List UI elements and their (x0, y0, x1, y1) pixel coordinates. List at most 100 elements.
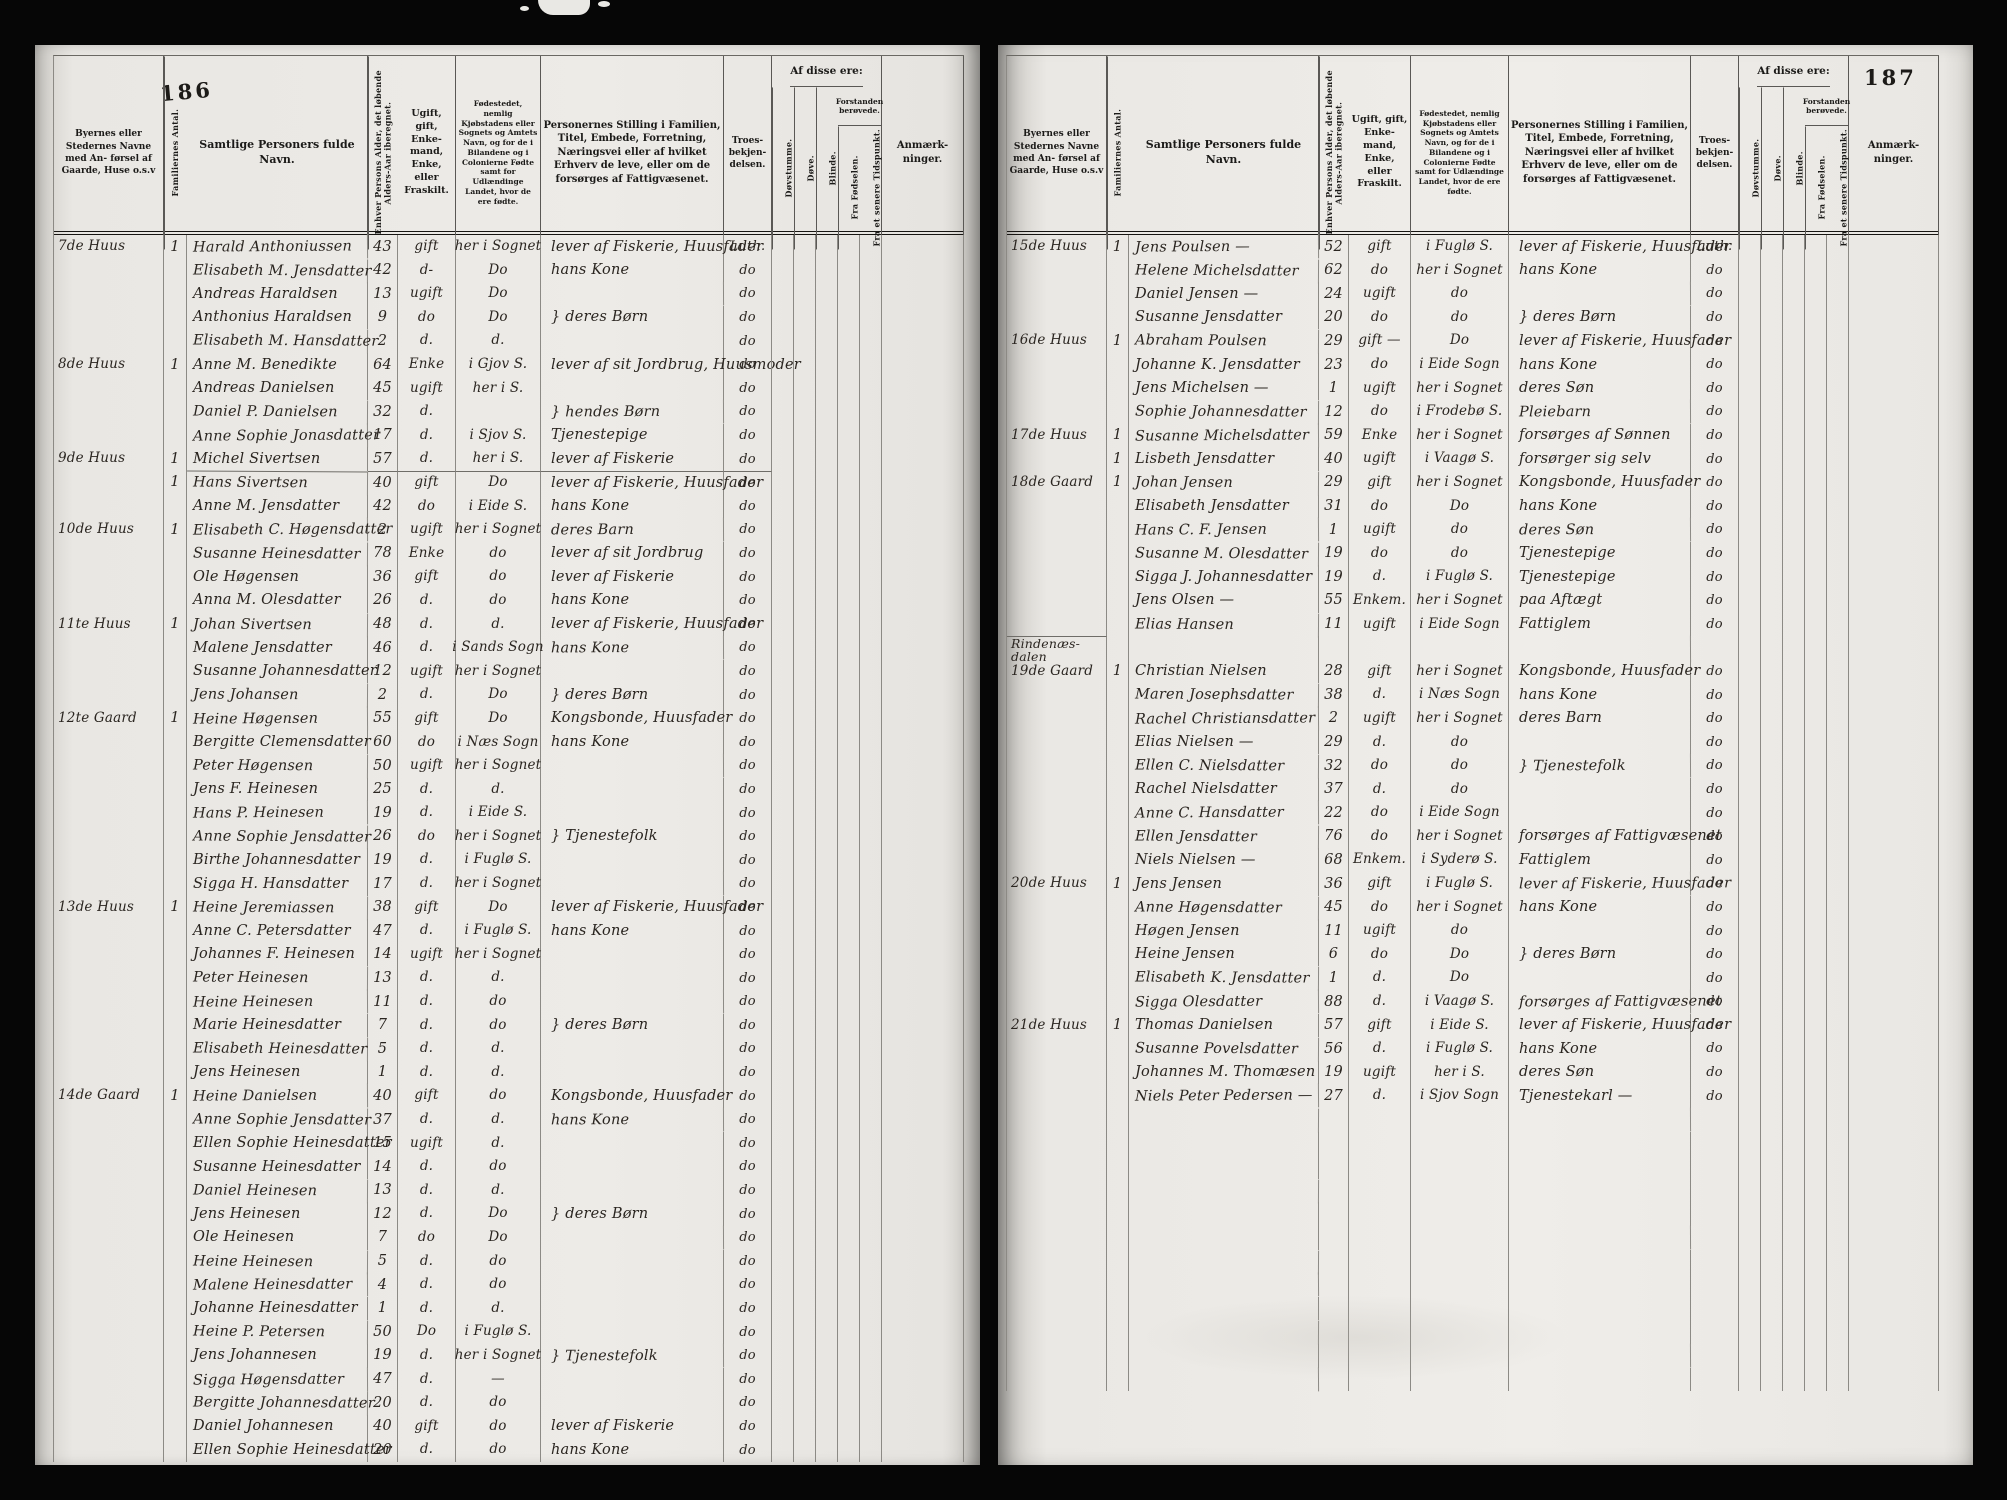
cell-deranged-from-later (1827, 1320, 1849, 1344)
cell-birthplace (1411, 1343, 1509, 1368)
cell-name: Jens Olsen — (1129, 588, 1319, 613)
cell-occupation (540, 753, 725, 779)
cell-deranged-from-later (860, 1225, 882, 1250)
cell-family-count (164, 1202, 187, 1226)
cell-deranged-from-birth (838, 305, 860, 330)
cell-place: 16de Huus (1007, 329, 1107, 353)
cell-birthplace: do (1411, 919, 1509, 943)
cell-birthplace: Do (456, 470, 541, 495)
cell-occupation (541, 659, 724, 684)
cell-deaf (794, 1155, 816, 1179)
cell-deaf-mute (772, 824, 794, 849)
cell-place (1007, 494, 1107, 519)
cell-name: Hans C. F. Jensen (1128, 517, 1320, 543)
cell-occupation: lever af Fiskerie, Huusfader (1509, 235, 1731, 259)
cell-blind (816, 895, 838, 920)
cell-deranged-from-birth (1805, 824, 1827, 849)
cell-family-count (1107, 1273, 1129, 1297)
cell-family-count: 1 (164, 706, 187, 731)
cell-religion: do (1691, 329, 1739, 353)
cell-family-count (164, 1249, 187, 1274)
cell-birthplace: her i S. (456, 447, 541, 471)
cell-name: Ellen Jensdatter (1128, 824, 1320, 850)
cell-deranged-from-later (860, 872, 882, 896)
cell-blind (1783, 541, 1805, 566)
cell-occupation (1509, 1367, 1691, 1392)
cell-occupation: Pleiebarn (1508, 399, 1692, 425)
cell-deaf (1761, 258, 1783, 283)
cell-deranged-from-birth (838, 1060, 860, 1085)
col-header-status: Ugift, gift, Enke- mand, Enke, eller Fra… (398, 56, 456, 250)
cell-place (54, 848, 164, 873)
cell-religion (1691, 1155, 1739, 1179)
cell-family-count (164, 1178, 187, 1203)
cell-remarks (882, 942, 964, 967)
cell-birthplace: do (1411, 305, 1509, 330)
cell-deaf-mute (1739, 754, 1761, 778)
cell-occupation: forsørger sig selv (1509, 447, 1691, 471)
cell-deaf-mute (772, 1343, 794, 1368)
cell-deranged-from-birth (838, 258, 860, 283)
cell-deranged-from-later (860, 1320, 882, 1344)
cell-blind (1783, 1013, 1805, 1038)
cell-deaf-mute (1739, 872, 1761, 896)
cell-family-count (1107, 801, 1129, 825)
cell-deaf (1761, 1060, 1783, 1085)
cell-remarks (1849, 1249, 1939, 1274)
cell-age (1319, 1178, 1349, 1203)
cell-deranged-from-birth (1805, 1273, 1827, 1297)
cell-deaf (794, 966, 816, 990)
cell-deaf (794, 1296, 816, 1321)
cell-name: Daniel P. Danielsen (186, 399, 369, 425)
cell-deranged-from-later (860, 1296, 882, 1321)
cell-blind (1783, 1131, 1805, 1156)
cell-deaf (1761, 919, 1783, 943)
cell-remarks (1849, 376, 1939, 401)
cell-remarks (882, 541, 964, 566)
cell-deaf-mute (1739, 541, 1761, 566)
cell-remarks (882, 966, 964, 990)
cell-name: Heine P. Petersen (186, 1319, 369, 1345)
cell-deranged-from-birth (1805, 1155, 1827, 1179)
table-row (1007, 1155, 1939, 1179)
cell-deranged-from-later (860, 1438, 882, 1462)
cell-blind (1783, 588, 1805, 613)
table-row: Helene Michelsdatter 62 do her i Sognet … (1007, 258, 1939, 283)
table-row: Ellen Sophie Heinesdatter 20 d. do hans … (54, 1438, 964, 1462)
cell-deaf-mute (1739, 470, 1761, 495)
cell-deranged-from-birth (838, 706, 860, 731)
cell-deaf (794, 1013, 816, 1038)
cell-place (54, 777, 164, 802)
cell-age: 47 (368, 919, 398, 943)
cell-status: ugift (398, 376, 456, 401)
cell-remarks (882, 1296, 964, 1321)
table-row (1007, 1202, 1939, 1226)
cell-place (54, 541, 164, 566)
cell-remarks (882, 305, 964, 330)
cell-blind (816, 612, 838, 637)
cell-blind (816, 754, 838, 778)
cell-religion: do (1691, 541, 1739, 566)
table-row: Daniel Jensen — 24 ugift do do (1007, 281, 1939, 307)
deranged-label: Forstanden berøvede. (836, 87, 883, 126)
cell-deranged-from-later (860, 1155, 882, 1179)
cell-status: ugift (1349, 518, 1411, 542)
cell-deranged-from-later (1827, 706, 1849, 731)
cell-deranged-from-later (860, 659, 882, 684)
cell-deaf (794, 730, 816, 755)
cell-deaf (794, 801, 816, 825)
col-group-deranged: Forstanden berøvede. Fra Fødselen. Fra e… (836, 87, 883, 250)
cell-blind (816, 329, 838, 353)
table-row: Elias Hansen 11 ugift i Eide Sogn Fattig… (1007, 611, 1939, 637)
table-row: Elisabeth M. Jensdatter 42 d- Do hans Ko… (54, 258, 964, 283)
cell-deaf-mute (1739, 305, 1761, 330)
cell-name: Heine Heinesen (186, 989, 369, 1015)
cell-family-count: 1 (164, 235, 187, 259)
cell-deranged-from-later (1827, 400, 1849, 424)
cell-deranged-from-later (1827, 1060, 1849, 1085)
cell-deaf-mute (772, 919, 794, 943)
cell-deaf-mute (1739, 1202, 1761, 1226)
cell-deranged-from-birth (838, 966, 860, 990)
cell-status: gift (1349, 872, 1411, 896)
cell-deaf-mute (772, 1249, 794, 1274)
